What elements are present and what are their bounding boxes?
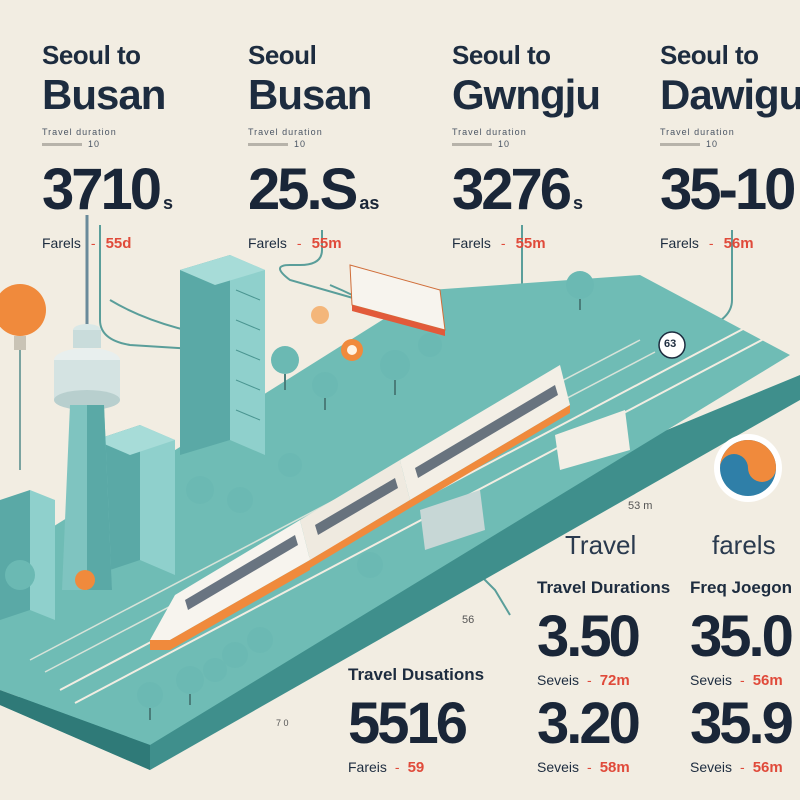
station-badge (658, 331, 686, 359)
mid-number: 53 m (628, 500, 653, 512)
travel-durations-heading-2: Travel Dusations (348, 665, 485, 684)
yin-yang-icon (714, 434, 782, 502)
fare-dash: - (90, 235, 96, 251)
seoul-tower (54, 215, 120, 590)
tall-building (180, 255, 265, 455)
frequency-heading: Freq Joegon (690, 578, 793, 597)
stat-label: Seveis (537, 759, 580, 775)
route-caption: Travel duration (42, 127, 117, 137)
stat-value: 35.9 (690, 695, 794, 756)
lightbulb-icon (0, 284, 46, 470)
route-origin: Seoul to (452, 40, 551, 70)
stat-value: 3.50 (537, 604, 641, 669)
stat-label: Seveis (690, 759, 733, 775)
stat-fare: 56m (752, 759, 783, 776)
stat-block-4: 3.20 Seveis - 58m (537, 691, 641, 777)
fare-dash: - (296, 235, 302, 251)
fare-value: 56m (723, 235, 754, 252)
stat-label: Seveis (690, 672, 733, 688)
route-caption-num: 10 (88, 139, 101, 149)
small-car (420, 410, 630, 550)
stat-dash: - (740, 759, 745, 775)
route-destination: Gwngju (452, 71, 601, 118)
fare-dash: - (500, 235, 506, 251)
route-destination: Busan (248, 71, 372, 118)
duration-unit: as (359, 193, 380, 213)
route-destination: Busan (42, 71, 166, 118)
tiny-number: 7 0 (276, 718, 289, 728)
fare-value: 55m (311, 235, 342, 252)
fare-value: 55m (515, 235, 546, 252)
stat-block-3: 5516 Fareis - 59 (348, 691, 468, 777)
small-number: 56 (462, 614, 475, 626)
stat-fare: 59 (407, 759, 425, 776)
stat-value: 35.0 (690, 608, 794, 669)
travel-heading: Travel (565, 530, 637, 560)
duration-value: 3710 (42, 157, 162, 222)
location-pin-icon (75, 306, 363, 590)
route-card-2: Seoul Busan Travel duration 10 25.S as F… (248, 40, 379, 252)
stat-dash: - (587, 672, 592, 688)
route-caption: Travel duration (248, 127, 323, 137)
station-code: 63 (664, 338, 677, 350)
fare-label: Farels (42, 235, 81, 251)
left-building (0, 490, 55, 620)
route-card-1: Seoul to Busan Travel duration 10 3710 s… (42, 40, 173, 252)
duration-unit: s (163, 193, 174, 213)
fares-heading: farels (712, 530, 776, 560)
stat-fare: 72m (599, 672, 630, 689)
route-destination: Dawigu (660, 71, 800, 118)
fare-label: Farels (452, 235, 491, 251)
ktx-train (150, 365, 570, 650)
duration-value: 3276 (452, 157, 572, 222)
stat-label: Seveis (537, 672, 580, 688)
stat-fare: 56m (752, 672, 783, 689)
route-caption-num: 10 (294, 139, 307, 149)
route-origin: Seoul to (660, 40, 759, 70)
stat-value: 3.20 (537, 691, 641, 756)
fare-label: Farels (248, 235, 287, 251)
route-card-3: Seoul to Gwngju Travel duration 10 3276 … (452, 40, 601, 252)
duration-value: 25.S (248, 157, 358, 222)
stat-value: 5516 (348, 691, 468, 756)
fare-dash: - (708, 235, 714, 251)
route-card-4: Seoul to Dawigu Travel duration 10 35-10… (660, 40, 800, 252)
fare-value: 55d (105, 235, 132, 252)
route-caption: Travel duration (452, 127, 527, 137)
route-origin: Seoul to (42, 40, 141, 70)
stat-dash: - (394, 759, 400, 775)
route-caption: Travel duration (660, 127, 735, 137)
travel-durations-heading: Travel Durations (537, 578, 671, 597)
route-caption-num: 10 (706, 139, 719, 149)
stat-dash: - (740, 672, 745, 688)
stat-block-1: 3.50 Seveis - 72m (537, 604, 641, 690)
route-origin: Seoul (248, 40, 317, 70)
small-train (349, 264, 446, 336)
duration-value: 35-10 (660, 157, 796, 222)
stat-label: Fareis (348, 759, 387, 775)
stat-block-2: 35.0 Seveis - 56m (690, 608, 800, 689)
stat-block-5: 35.9 Seveis - 56m (690, 695, 800, 776)
duration-unit: s (573, 193, 584, 213)
route-caption-num: 10 (498, 139, 511, 149)
stat-fare: 58m (599, 759, 630, 776)
fare-label: Farels (660, 235, 699, 251)
stat-dash: - (587, 759, 592, 775)
